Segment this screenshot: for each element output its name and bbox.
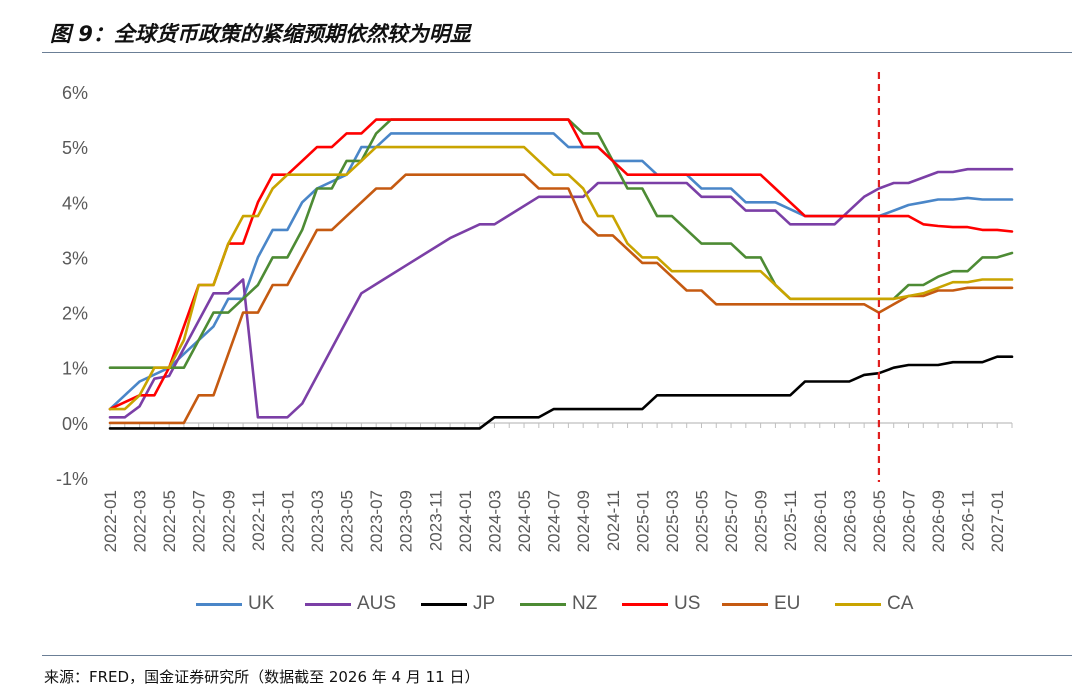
figure-title: 图 9：全球货币政策的紧缩预期依然较为明显	[50, 22, 471, 46]
series-line-ca	[108, 145, 1014, 411]
legend-swatch	[305, 603, 351, 606]
x-tick-label: 2027-01	[988, 490, 1007, 552]
legend-label: JP	[473, 593, 496, 614]
legend-swatch	[835, 603, 881, 606]
x-tick-label: 2023-03	[308, 490, 327, 552]
x-tick-label: 2024-07	[545, 490, 564, 552]
legend-label: AUS	[357, 593, 397, 614]
y-tick-label: 4%	[62, 193, 88, 213]
x-tick-label: 2022-09	[219, 490, 238, 552]
series-layer	[108, 118, 1014, 430]
line-chart: -1%0%1%2%3%4%5%6% 2022-01 2022-03 2022-05 2…	[56, 72, 1014, 552]
x-tick-label: 2022-03	[131, 490, 150, 552]
x-tick-label: 2026-05	[870, 490, 889, 552]
x-tick-label: 2024-11	[604, 490, 623, 551]
x-tick-label: 2025-07	[722, 490, 741, 552]
source-rule	[42, 655, 1072, 656]
x-tick-label: 2024-03	[485, 490, 504, 552]
legend-swatch	[520, 603, 566, 606]
x-tick-label: 2026-07	[899, 490, 918, 552]
series-line-aus	[108, 167, 1014, 419]
x-tick-label: 2023-07	[367, 490, 386, 552]
series-line-jp	[108, 355, 1014, 430]
x-tick-label: 2026-11	[959, 490, 978, 551]
y-axis: -1% 0% 1% 2% 3% 4% 5% 6%	[56, 83, 88, 489]
x-tick-label: 2024-05	[515, 490, 534, 552]
legend-swatch	[196, 603, 242, 606]
y-tick-label: 2%	[62, 304, 88, 324]
x-tick-label: 2024-01	[456, 490, 475, 552]
x-tick-label: 2023-05	[338, 490, 357, 552]
series-line-nz	[108, 118, 1014, 369]
x-tick-label: 2025-11	[781, 490, 800, 551]
chart-legend: UK AUS JP NZ US EU CA	[0, 591, 1080, 617]
title-rule	[42, 52, 1072, 53]
x-tick-label: 2026-09	[929, 490, 948, 552]
legend-label: NZ	[572, 593, 598, 614]
x-tick-label: 2026-03	[840, 490, 859, 552]
x-tick-label: 2025-03	[663, 490, 682, 552]
series-line-eu	[108, 173, 1014, 425]
x-tick-label: 2022-07	[190, 490, 209, 552]
y-tick-label: 6%	[62, 83, 88, 103]
y-tick-label: -1%	[56, 469, 88, 489]
x-tick-label: 2022-01	[101, 490, 120, 552]
x-tick-label: 2022-05	[160, 490, 179, 552]
legend-swatch	[421, 603, 467, 606]
x-tick-label: 2025-09	[752, 490, 771, 552]
y-tick-label: 5%	[62, 138, 88, 158]
x-tick-label: 2025-05	[692, 490, 711, 552]
legend-label: CA	[887, 593, 914, 614]
x-axis: 2022-01 2022-03 2022-05 2022-07 2022-09 2022-…	[101, 422, 1013, 552]
y-tick-label: 1%	[62, 359, 88, 379]
x-tick-label: 2022-11	[249, 490, 268, 551]
y-tick-label: 3%	[62, 248, 88, 268]
legend-label: UK	[248, 593, 275, 614]
series-line-us	[108, 118, 1014, 411]
legend-swatch	[622, 603, 668, 606]
x-tick-label: 2024-09	[574, 490, 593, 552]
y-tick-label: 0%	[62, 414, 88, 434]
x-tick-label: 2023-01	[278, 490, 297, 552]
x-tick-label: 2025-01	[633, 490, 652, 552]
legend-swatch	[722, 603, 768, 606]
x-tick-label: 2023-11	[426, 490, 445, 551]
source-note: 来源：FRED，国金证券研究所（数据截至 2026 年 4 月 11 日）	[44, 668, 480, 686]
legend-label: US	[674, 593, 701, 614]
legend-label: EU	[774, 593, 801, 614]
x-tick-label: 2023-09	[397, 490, 416, 552]
x-tick-label: 2026-01	[811, 490, 830, 552]
